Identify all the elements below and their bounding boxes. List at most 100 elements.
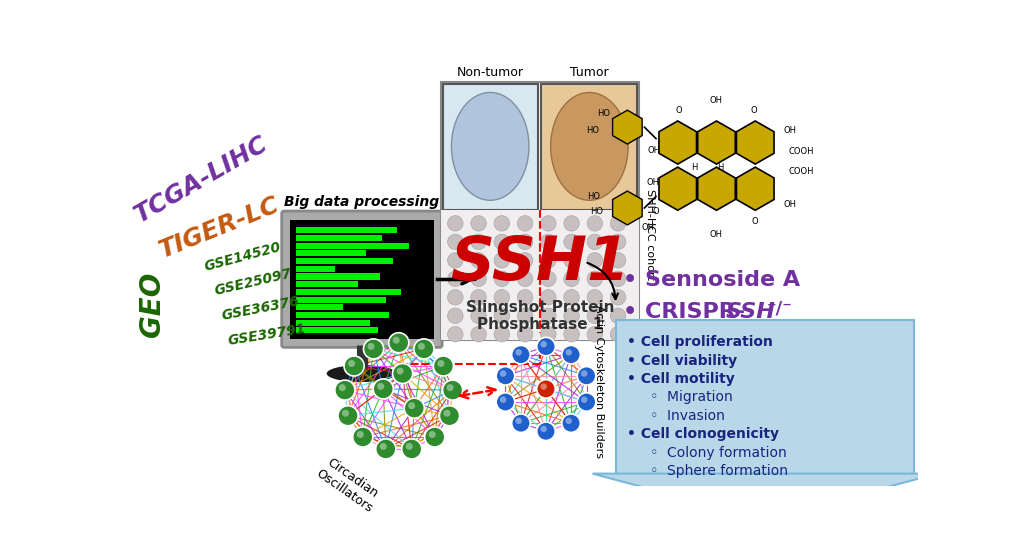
Circle shape	[447, 234, 463, 250]
Text: Big data processing: Big data processing	[283, 195, 439, 209]
Text: • CRISPR-: • CRISPR-	[623, 302, 745, 322]
Text: • Cell proliferation: • Cell proliferation	[627, 335, 772, 349]
Text: HO: HO	[589, 207, 602, 216]
Circle shape	[515, 349, 522, 355]
Text: • Cell motility: • Cell motility	[627, 372, 735, 386]
Bar	[297, 312, 389, 318]
Text: HO: HO	[587, 192, 600, 201]
Text: Non-tumor: Non-tumor	[457, 66, 523, 79]
Circle shape	[581, 396, 587, 403]
Text: • Cell viability: • Cell viability	[627, 353, 737, 367]
Text: • Sennoside A: • Sennoside A	[623, 270, 800, 289]
Text: O: O	[652, 207, 658, 216]
Circle shape	[392, 337, 399, 344]
Circle shape	[401, 439, 422, 459]
Bar	[297, 242, 409, 249]
Text: COOH: COOH	[789, 167, 814, 176]
Circle shape	[471, 216, 486, 231]
Text: Tumor: Tumor	[570, 66, 608, 79]
Text: HO: HO	[586, 127, 598, 135]
Circle shape	[565, 349, 572, 355]
Circle shape	[418, 343, 425, 350]
Text: TCGA-LIHC: TCGA-LIHC	[130, 132, 272, 227]
Circle shape	[517, 308, 532, 323]
Circle shape	[540, 234, 555, 250]
Circle shape	[437, 360, 444, 367]
Circle shape	[587, 289, 602, 305]
Text: H: H	[691, 163, 697, 171]
Circle shape	[447, 327, 463, 342]
Text: GSE14520: GSE14520	[202, 240, 282, 274]
Circle shape	[564, 216, 579, 231]
Polygon shape	[736, 121, 773, 164]
Circle shape	[540, 271, 555, 287]
Circle shape	[609, 234, 626, 250]
Circle shape	[493, 234, 510, 250]
Circle shape	[495, 393, 515, 411]
Text: GSE36376: GSE36376	[220, 294, 301, 323]
Circle shape	[379, 443, 386, 450]
Circle shape	[493, 271, 510, 287]
Text: GSE25097: GSE25097	[213, 267, 292, 298]
Circle shape	[564, 271, 579, 287]
Circle shape	[439, 406, 460, 426]
Text: OH: OH	[783, 200, 796, 209]
Text: COOH: COOH	[789, 147, 814, 156]
Circle shape	[564, 234, 579, 250]
Bar	[297, 258, 393, 264]
Circle shape	[377, 383, 384, 390]
Circle shape	[609, 271, 626, 287]
Circle shape	[540, 253, 555, 268]
Text: SHH-HCC cohort: SHH-HCC cohort	[644, 189, 654, 280]
Text: ◦  Invasion: ◦ Invasion	[636, 409, 723, 423]
Circle shape	[587, 271, 602, 287]
Circle shape	[493, 327, 510, 342]
Bar	[297, 304, 342, 310]
Bar	[297, 327, 377, 334]
Polygon shape	[658, 121, 696, 164]
Circle shape	[447, 216, 463, 231]
Text: TIGER-LC: TIGER-LC	[155, 192, 282, 262]
Circle shape	[564, 253, 579, 268]
Text: Circadian
Oscillators: Circadian Oscillators	[313, 454, 383, 515]
Circle shape	[471, 253, 486, 268]
Text: OH: OH	[641, 223, 654, 232]
Circle shape	[517, 271, 532, 287]
Circle shape	[499, 370, 505, 377]
Circle shape	[408, 402, 415, 409]
Circle shape	[343, 356, 364, 376]
Polygon shape	[592, 473, 936, 520]
Circle shape	[337, 406, 358, 426]
Circle shape	[565, 418, 572, 424]
Text: OH: OH	[647, 146, 660, 155]
Circle shape	[446, 384, 453, 391]
Text: OH: OH	[783, 127, 796, 135]
Circle shape	[447, 289, 463, 305]
Text: SSH: SSH	[726, 302, 774, 322]
Circle shape	[536, 379, 554, 398]
Text: OH: OH	[646, 178, 659, 187]
Circle shape	[388, 333, 409, 353]
Bar	[297, 266, 335, 272]
Circle shape	[428, 431, 435, 438]
Circle shape	[443, 410, 450, 417]
Circle shape	[471, 271, 486, 287]
Circle shape	[424, 427, 444, 447]
Polygon shape	[612, 191, 642, 225]
Circle shape	[338, 384, 345, 391]
Bar	[290, 219, 433, 339]
Circle shape	[493, 216, 510, 231]
Circle shape	[447, 271, 463, 287]
Text: H: H	[716, 163, 722, 171]
Circle shape	[512, 346, 530, 364]
Circle shape	[471, 308, 486, 323]
Circle shape	[341, 410, 348, 417]
Circle shape	[536, 337, 554, 356]
Circle shape	[540, 216, 555, 231]
Circle shape	[564, 289, 579, 305]
Circle shape	[581, 370, 587, 377]
Circle shape	[493, 289, 510, 305]
Circle shape	[433, 356, 453, 376]
Text: O: O	[750, 106, 756, 115]
Text: O: O	[751, 217, 758, 225]
